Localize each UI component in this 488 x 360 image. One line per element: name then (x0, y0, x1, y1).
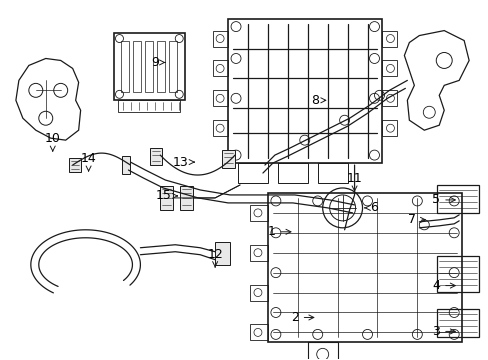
Bar (157, 41, 165, 92)
Bar (317, 163, 347, 183)
Text: 10: 10 (45, 132, 61, 151)
Text: 1: 1 (267, 225, 290, 238)
Polygon shape (122, 156, 130, 174)
Bar (169, 41, 177, 92)
Text: 12: 12 (207, 248, 223, 267)
Text: 2: 2 (290, 311, 313, 324)
Bar (145, 41, 153, 92)
Text: 3: 3 (431, 325, 454, 338)
Bar (133, 41, 141, 92)
Text: 6: 6 (364, 201, 378, 215)
Bar (436, 310, 478, 337)
Bar (307, 342, 337, 360)
Text: 4: 4 (431, 279, 454, 292)
Polygon shape (150, 148, 162, 165)
Text: 9: 9 (151, 56, 164, 69)
Text: 15: 15 (155, 189, 177, 202)
Bar (227, 19, 382, 163)
Text: 11: 11 (346, 171, 362, 191)
Bar (436, 185, 478, 213)
Bar (113, 32, 185, 100)
Polygon shape (222, 150, 235, 168)
Bar (118, 100, 180, 112)
Polygon shape (68, 158, 81, 172)
Text: 13: 13 (172, 156, 194, 168)
Text: 8: 8 (310, 94, 325, 107)
Text: 7: 7 (407, 213, 425, 226)
Bar (277, 163, 307, 183)
Polygon shape (180, 186, 193, 210)
Text: 5: 5 (431, 193, 454, 206)
Bar (436, 256, 478, 292)
Bar (267, 193, 461, 342)
Polygon shape (215, 242, 229, 265)
Bar (238, 163, 267, 183)
Bar (121, 41, 129, 92)
Text: 14: 14 (81, 152, 96, 171)
Polygon shape (160, 186, 173, 210)
